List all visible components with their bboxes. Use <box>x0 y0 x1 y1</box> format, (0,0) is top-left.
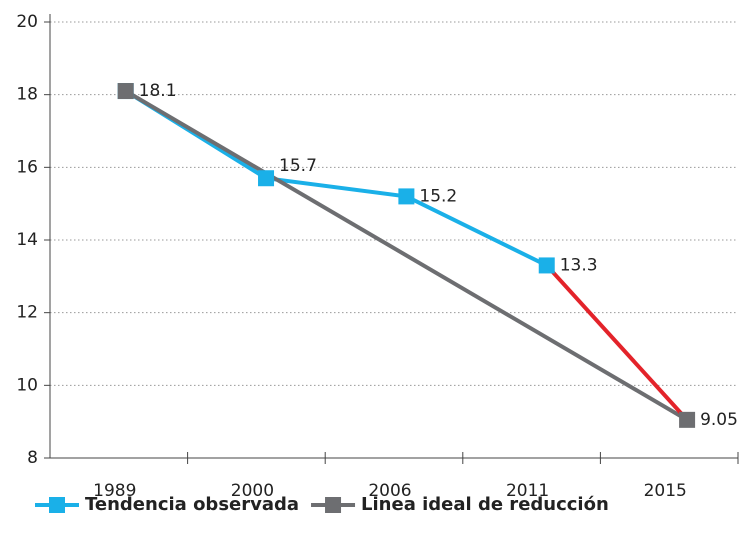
series-line <box>545 264 689 422</box>
data-label: 15.2 <box>419 186 457 206</box>
marker <box>538 257 555 274</box>
x-tick-label: 2015 <box>644 481 687 501</box>
x-tick-label: 2011 <box>506 481 549 501</box>
data-label: 9.05 <box>700 410 738 430</box>
x-tick-label: 1989 <box>93 481 136 501</box>
marker <box>679 411 696 428</box>
legend-marker <box>49 497 65 513</box>
legend-label: Linea ideal de reducción <box>361 494 609 515</box>
legend-marker <box>325 497 342 513</box>
x-tick-label: 2006 <box>368 481 411 501</box>
series-line <box>124 89 689 422</box>
marker <box>117 83 134 100</box>
y-tick-label: 16 <box>16 157 38 177</box>
y-tick-label: 10 <box>16 375 38 395</box>
data-label: 15.7 <box>279 156 317 176</box>
y-tick-label: 20 <box>16 12 38 32</box>
marker <box>398 188 415 205</box>
legend-label: Tendencia observada <box>85 494 299 515</box>
data-label: 18.1 <box>139 81 177 101</box>
x-tick-label: 2000 <box>231 481 274 501</box>
legend: Tendencia observada Linea ideal de reducc… <box>35 494 609 515</box>
y-tick-label: 18 <box>16 85 38 105</box>
y-tick-label: 8 <box>27 448 38 468</box>
y-tick-label: 12 <box>16 303 38 323</box>
marker <box>258 170 275 187</box>
y-tick-label: 14 <box>16 230 38 250</box>
data-label: 13.3 <box>560 255 598 275</box>
series-line <box>124 89 548 268</box>
